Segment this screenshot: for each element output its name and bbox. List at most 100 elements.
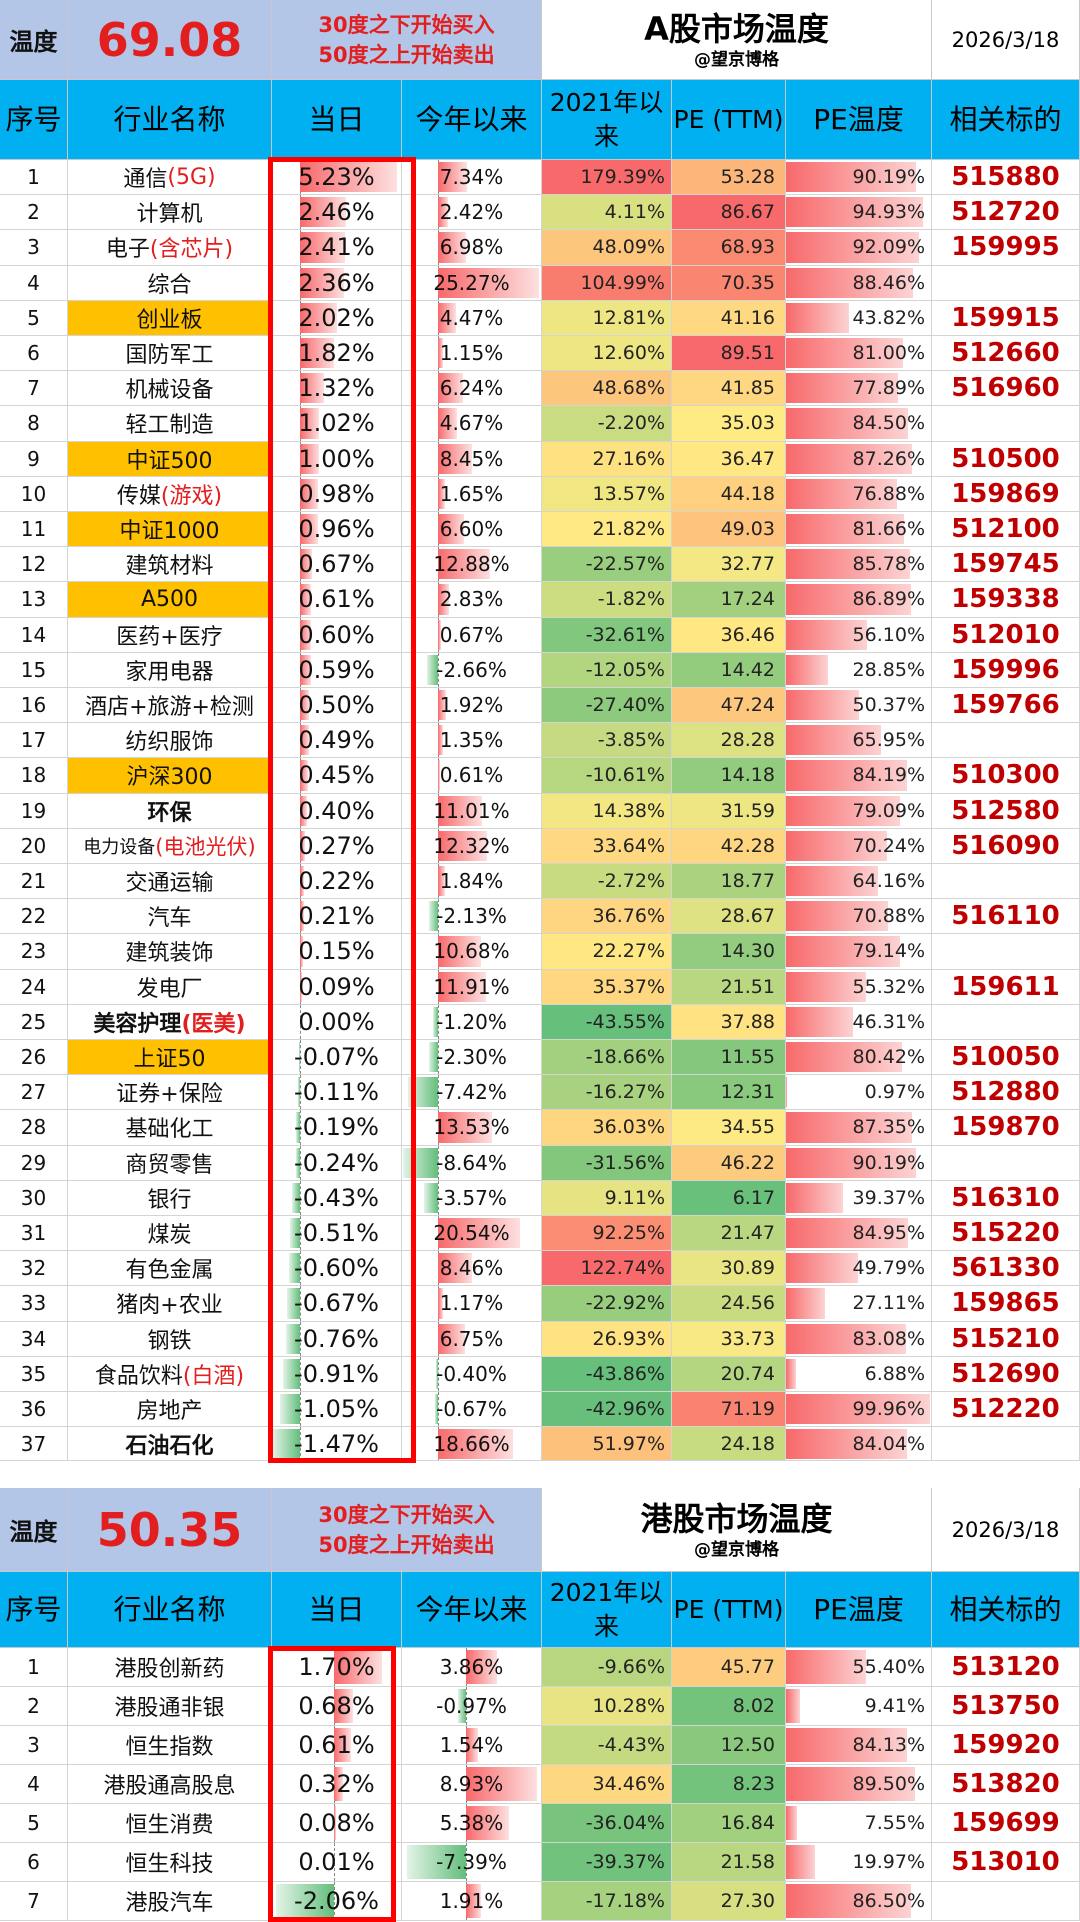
since-2021-change: -39.37% xyxy=(542,1843,672,1882)
today-change: 0.96% xyxy=(272,512,402,548)
table-row: 5 创业板 2.02% 4.47% 12.81% 41.16 43.82% 159915 xyxy=(0,300,1080,336)
value-text: 87.35% xyxy=(852,1116,925,1139)
negative-bar xyxy=(403,1147,438,1178)
ytd-change: 0.67% xyxy=(402,617,542,653)
trading-rule: 30度之下开始买入 50度之上开始卖出 xyxy=(272,0,542,80)
pe-temperature-bar xyxy=(786,1429,907,1460)
sell-rule: 50度之上开始卖出 xyxy=(318,1532,495,1557)
industry-name: 医药+医疗 xyxy=(68,617,272,653)
row-index: 36 xyxy=(0,1392,68,1428)
value-text: 92.09% xyxy=(852,236,925,259)
table-row: 29 商贸零售 -0.24% -8.64% -31.56% 46.22 90.19% xyxy=(0,1145,1080,1181)
since-2021-change: -9.66% xyxy=(542,1648,672,1687)
positive-bar xyxy=(300,866,304,897)
value-text: -1.47% xyxy=(294,1430,379,1459)
positive-bar xyxy=(438,443,472,474)
today-change: 1.02% xyxy=(272,406,402,442)
industry-label: 纺织服饰 xyxy=(125,730,214,756)
industry-name: 恒生消费 xyxy=(68,1804,272,1843)
pe-ttm: 44.18 xyxy=(672,476,786,512)
value-text: 65.95% xyxy=(852,729,925,752)
value-text: 64.16% xyxy=(852,870,925,893)
positive-bar xyxy=(334,1728,351,1762)
since-2021-change: -17.18% xyxy=(542,1882,672,1921)
table-row: 35 食品饮料 (白酒) -0.91% -0.40% -43.86% 20.74 6.88% 5… xyxy=(0,1356,1080,1392)
pe-temperature: 0.97% xyxy=(786,1075,932,1111)
pe-temperature: 46.31% xyxy=(786,1004,932,1040)
market-title: 港股市场温度 @望京博格 xyxy=(542,1488,932,1572)
industry-name: 通信 (5G) xyxy=(68,160,272,196)
negative-bar xyxy=(296,1112,300,1143)
row-index: 16 xyxy=(0,688,68,724)
value-text: -2.66% xyxy=(436,657,507,682)
value-text: 8.45% xyxy=(439,446,504,471)
since-2021-change: 33.64% xyxy=(542,828,672,864)
pe-temperature-bar xyxy=(786,971,866,1002)
column-header-col-pe-temp: PE温度 xyxy=(786,1572,932,1648)
pe-ttm: 20.74 xyxy=(672,1356,786,1392)
value-text: 76.88% xyxy=(852,482,925,505)
table-row: 24 发电厂 0.09% 11.91% 35.37% 21.51 55.32% 159611 xyxy=(0,969,1080,1005)
value-text: 0.67% xyxy=(298,550,375,579)
industry-label: 房地产 xyxy=(136,1399,203,1425)
table-row: 4 综合 2.36% 25.27% 104.99% 70.35 88.46% xyxy=(0,265,1080,301)
value-text: -2.30% xyxy=(436,1045,507,1070)
negative-bar xyxy=(429,1042,438,1073)
ytd-change: 4.67% xyxy=(402,406,542,442)
pe-ttm: 70.35 xyxy=(672,265,786,301)
since-2021-change: 179.39% xyxy=(542,160,672,196)
value-text: 10.68% xyxy=(433,939,510,964)
negative-bar xyxy=(280,1394,300,1425)
table-row: 1 港股创新药 1.70% 3.86% -9.66% 45.77 55.40% 513120 xyxy=(0,1648,1080,1687)
industry-name: 港股通非银 xyxy=(68,1687,272,1726)
negative-bar xyxy=(429,901,438,932)
column-header-col-since-2021: 2021年以来 xyxy=(542,1572,672,1648)
row-index: 3 xyxy=(0,230,68,266)
row-index: 33 xyxy=(0,1286,68,1322)
today-change: 0.98% xyxy=(272,476,402,512)
pe-temperature-bar xyxy=(786,1218,908,1249)
positive-bar xyxy=(300,232,345,263)
table-row: 20 电力设备 (电池光伏) 0.27% 12.32% 33.64% 42.28 70.24%… xyxy=(0,828,1080,864)
today-change: -0.19% xyxy=(272,1110,402,1146)
bar-axis xyxy=(438,1004,439,1039)
today-change: 0.08% xyxy=(272,1804,402,1843)
today-change: 0.68% xyxy=(272,1687,402,1726)
value-text: 70.24% xyxy=(852,834,925,857)
pe-ttm: 12.50 xyxy=(672,1726,786,1765)
table-row: 5 恒生消费 0.08% 5.38% -36.04% 16.84 7.55% 159699 xyxy=(0,1804,1080,1843)
industry-label: 有色金属 xyxy=(125,1258,214,1284)
value-text: 77.89% xyxy=(852,377,925,400)
report-date: 2026/3/18 xyxy=(932,1488,1080,1572)
value-text: 70.88% xyxy=(852,905,925,928)
since-2021-change: -43.55% xyxy=(542,1004,672,1040)
related-ticker: 513750 xyxy=(932,1687,1080,1726)
today-change: 0.32% xyxy=(272,1765,402,1804)
industry-name: 建筑材料 xyxy=(68,547,272,583)
pe-temperature: 81.66% xyxy=(786,512,932,548)
positive-bar xyxy=(438,1288,443,1319)
row-index: 26 xyxy=(0,1040,68,1076)
column-header-col-ytd: 今年以来 xyxy=(402,80,542,160)
value-text: 0.98% xyxy=(298,479,375,508)
value-text: 80.42% xyxy=(852,1046,925,1069)
related-ticker: 561330 xyxy=(932,1251,1080,1287)
pe-temperature-bar xyxy=(786,1006,853,1037)
ytd-change: 8.45% xyxy=(402,441,542,477)
related-ticker: 515210 xyxy=(932,1321,1080,1357)
negative-bar xyxy=(435,1394,438,1425)
positive-bar xyxy=(438,584,449,615)
industry-label: 中证500 xyxy=(126,448,213,474)
negative-bar xyxy=(292,1182,300,1213)
industry-name: 汽车 xyxy=(68,899,272,935)
row-index: 9 xyxy=(0,441,68,477)
table-row: 17 纺织服饰 0.49% 1.35% -3.85% 28.28 65.95% xyxy=(0,723,1080,759)
row-index: 11 xyxy=(0,512,68,548)
pe-ttm: 36.46 xyxy=(672,617,786,653)
row-index: 8 xyxy=(0,406,68,442)
value-text: 0.67% xyxy=(439,622,504,647)
market-temperature-value: 50.35 xyxy=(68,1488,272,1572)
row-index: 34 xyxy=(0,1321,68,1357)
pe-ttm: 41.85 xyxy=(672,371,786,407)
positive-bar xyxy=(466,1884,481,1918)
